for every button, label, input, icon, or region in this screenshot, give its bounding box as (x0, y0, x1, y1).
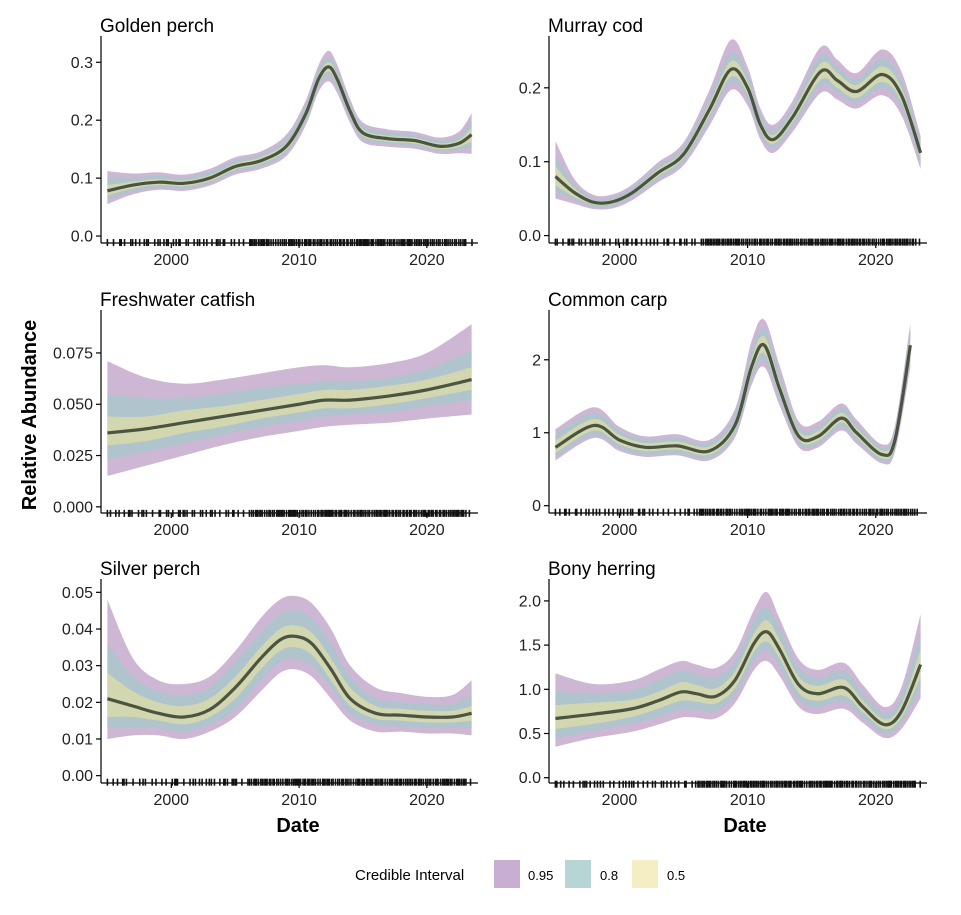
mean-line (554, 342, 912, 458)
legend-label-95: 0.95 (528, 868, 553, 883)
y-tick-label: 0.05 (62, 585, 93, 602)
x-tick-label: 2020 (858, 792, 894, 809)
x-tick-label: 2000 (602, 252, 638, 269)
y-tick-label: 1.0 (519, 682, 541, 699)
legend-label-50: 0.5 (667, 868, 685, 883)
x-tick-label: 2010 (730, 252, 766, 269)
panel-common-carp: Common carp 0 1 2 2000 2010 2020 (532, 290, 927, 539)
x-tick-label: 2010 (281, 792, 317, 809)
panel-silver-perch: Silver perch 0.00 0.01 0.02 0.03 0.04 0.05 2000… (62, 559, 478, 809)
x-tick-label: 2000 (153, 522, 189, 539)
y-tick-label: 0.03 (62, 658, 93, 675)
panel-title: Silver perch (100, 559, 200, 580)
x-tick-label: 2020 (858, 522, 894, 539)
panel-golden-perch: Golden perch 0.0 0.1 0.2 0.3 2000 2010 2020 (71, 16, 478, 269)
y-tick-label: 0.075 (53, 345, 93, 362)
y-tick-label: 0.1 (71, 171, 93, 188)
x-tick-label: 2020 (858, 252, 894, 269)
y-tick-label: 0.1 (519, 154, 541, 171)
x-tick-label: 2000 (602, 522, 638, 539)
y-tick-label: 0.000 (53, 499, 93, 516)
y-tick-label: 2 (532, 352, 541, 369)
mean-line (106, 634, 472, 719)
y-tick-label: 0.01 (62, 732, 93, 749)
legend-title: Credible Interval (355, 867, 464, 884)
x-tick-label: 2000 (153, 252, 189, 269)
ci-80-band (555, 327, 911, 463)
y-tick-label: 0.2 (519, 80, 541, 97)
y-tick-label: 1 (532, 425, 541, 442)
y-tick-label: 0.5 (519, 726, 541, 743)
panel-title: Murray cod (548, 16, 643, 37)
x-tick-label: 2020 (409, 252, 445, 269)
y-tick-label: 0.0 (519, 770, 541, 787)
y-tick-label: 0.0 (519, 228, 541, 245)
ci-80-band (107, 57, 472, 200)
x-tick-label: 2010 (730, 792, 766, 809)
x-tick-label: 2010 (281, 522, 317, 539)
panel-murray-cod: Murray cod 0.0 0.1 0.2 2000 2010 2020 (519, 16, 927, 269)
x-tick-label: 2000 (602, 792, 638, 809)
y-tick-label: 0.00 (62, 768, 93, 785)
panel-title: Common carp (548, 290, 667, 311)
legend-swatch-50 (632, 860, 658, 888)
legend-swatch-80 (565, 860, 591, 888)
legend-swatch-95 (494, 860, 520, 888)
y-tick-label: 0.0 (71, 229, 93, 246)
ci-50-band (555, 335, 911, 460)
y-tick-label: 2.0 (519, 593, 541, 610)
x-tick-label: 2000 (153, 792, 189, 809)
y-tick-label: 0.04 (62, 622, 93, 639)
mean-line (554, 67, 923, 205)
x-tick-label: 2010 (281, 252, 317, 269)
mean-line (107, 65, 473, 193)
mean-line (107, 378, 472, 435)
y-tick-label: 0.050 (53, 397, 93, 414)
y-tick-label: 1.5 (519, 638, 541, 655)
panel-title: Bony herring (548, 559, 656, 580)
panel-title: Freshwater catfish (100, 290, 255, 311)
panel-freshwater-catfish: Freshwater catfish 0.000 0.025 0.050 0.075 20… (53, 290, 478, 539)
legend: Credible Interval 0.95 0.8 0.5 (355, 860, 685, 888)
x-tick-label: 2020 (409, 792, 445, 809)
panel-bony-herring: Bony herring 0.0 0.5 1.0 1.5 2.0 2000 2010 2020 (519, 559, 927, 809)
y-tick-label: 0.3 (71, 55, 93, 72)
y-tick-label: 0.02 (62, 695, 93, 712)
y-tick-label: 0 (532, 498, 541, 515)
panel-title: Golden perch (100, 16, 214, 37)
ci-80-band (107, 610, 472, 732)
legend-label-80: 0.8 (600, 868, 618, 883)
x-tick-label: 2010 (730, 522, 766, 539)
x-axis-label-right: Date (723, 815, 766, 837)
x-tick-label: 2020 (409, 522, 445, 539)
y-tick-label: 0.2 (71, 113, 93, 130)
y-axis-label: Relative Abundance (19, 320, 41, 510)
x-axis-label-left: Date (276, 815, 319, 837)
ci-95-band (555, 318, 911, 465)
y-tick-label: 0.025 (53, 448, 93, 465)
mean-line (555, 630, 923, 727)
ci-50-band (107, 625, 472, 725)
